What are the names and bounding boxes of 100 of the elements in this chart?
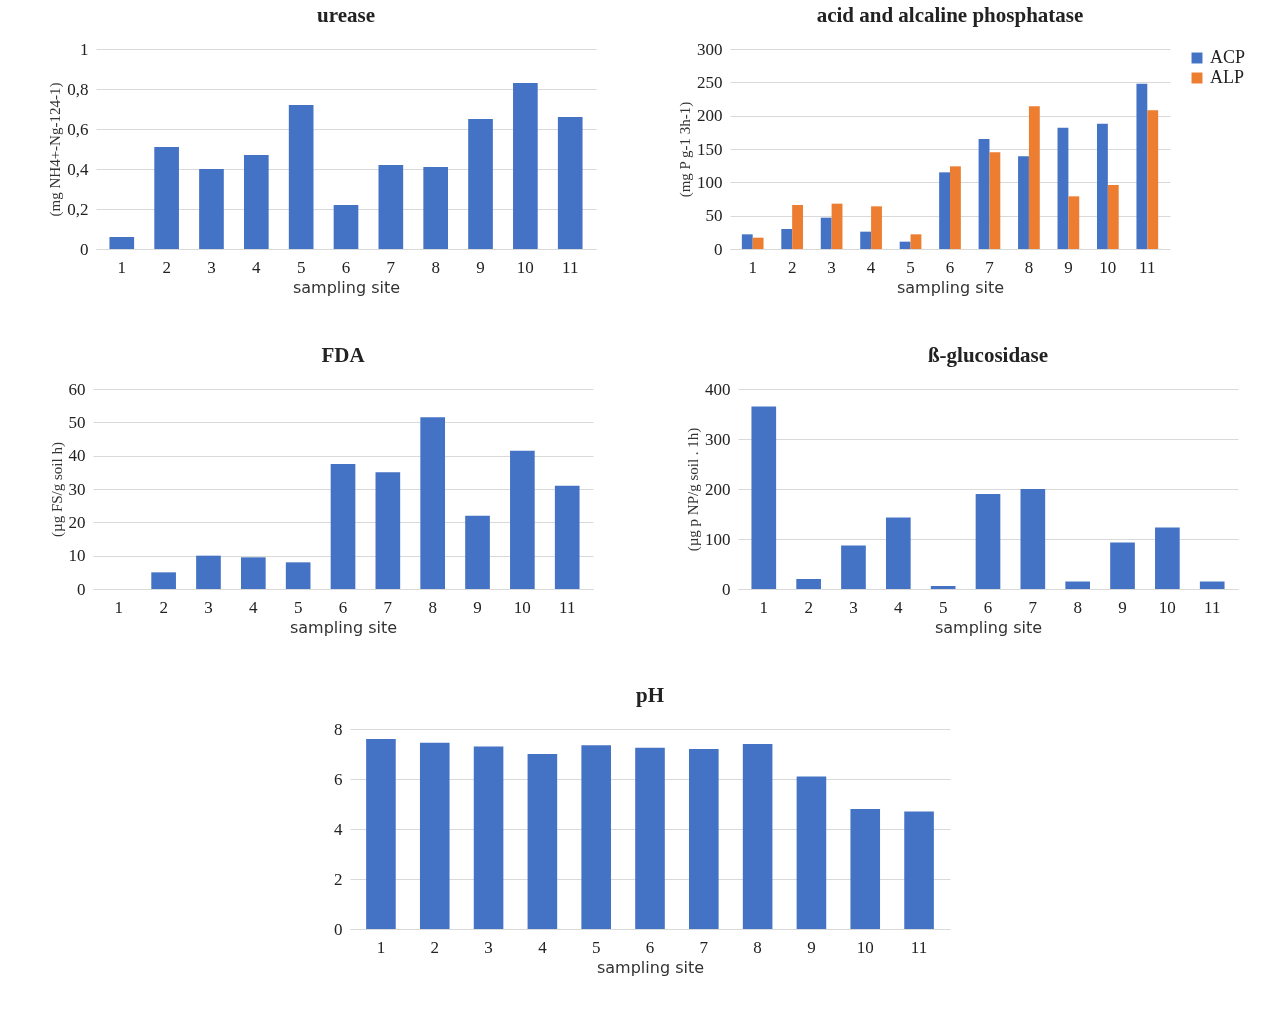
x-tick-label: 5 bbox=[591, 937, 600, 957]
bar bbox=[885, 517, 911, 589]
x-tick-label: 1 bbox=[376, 937, 385, 957]
x-tick-label: 4 bbox=[893, 597, 903, 617]
bar bbox=[375, 472, 401, 589]
bar bbox=[198, 169, 224, 249]
y-tick-label: 300 bbox=[696, 39, 722, 59]
chart-title: urease bbox=[316, 3, 375, 27]
y-axis-title: (µg FS/g soil h) bbox=[48, 442, 66, 537]
bar bbox=[196, 555, 221, 589]
bar bbox=[108, 237, 134, 249]
bar bbox=[557, 117, 583, 249]
bar bbox=[580, 745, 611, 929]
x-tick-label: 6 bbox=[945, 257, 954, 277]
bar bbox=[378, 165, 403, 249]
bar bbox=[1109, 542, 1135, 589]
y-tick-label: 4 bbox=[333, 819, 343, 839]
y-tick-label: 200 bbox=[696, 106, 722, 126]
bar bbox=[859, 231, 871, 249]
y-tick-label: 250 bbox=[696, 72, 722, 92]
x-tick-label: 2 bbox=[159, 597, 168, 617]
bar bbox=[512, 83, 538, 249]
y-tick-label: 50 bbox=[705, 206, 722, 226]
x-axis-title: sampling site bbox=[292, 277, 400, 297]
legend-label: ACP bbox=[1209, 47, 1245, 67]
bar bbox=[420, 417, 446, 589]
bar bbox=[240, 557, 266, 589]
x-tick-label: 9 bbox=[475, 257, 485, 277]
x-tick-label: 1 bbox=[114, 597, 124, 617]
y-tick-label: 0 bbox=[79, 239, 88, 259]
bar bbox=[422, 167, 448, 249]
chart-title: FDA bbox=[321, 343, 366, 367]
y-tick-label: 150 bbox=[696, 139, 722, 159]
y-tick-label: 300 bbox=[704, 429, 730, 449]
bar bbox=[1107, 185, 1119, 249]
y-tick-label: 0,8 bbox=[66, 79, 88, 99]
x-tick-label: 2 bbox=[803, 597, 813, 617]
x-tick-label: 9 bbox=[1117, 597, 1127, 617]
y-tick-label: 100 bbox=[696, 172, 722, 192]
x-axis-title: sampling site bbox=[934, 617, 1042, 637]
y-tick-label: 1 bbox=[79, 39, 88, 59]
y-tick-label: 60 bbox=[68, 379, 86, 399]
x-tick-label: 9 bbox=[1063, 257, 1073, 277]
y-tick-label: 10 bbox=[68, 546, 86, 566]
bar bbox=[285, 562, 311, 589]
bar bbox=[330, 464, 356, 589]
x-tick-label: 10 bbox=[513, 597, 531, 617]
chart-title: acid and alcaline phosphatase bbox=[816, 3, 1083, 27]
x-axis-title: sampling site bbox=[289, 617, 398, 637]
y-axis-title: (µg p NP/g soil . 1h) bbox=[684, 427, 702, 552]
x-tick-label: 8 bbox=[1024, 257, 1033, 277]
bar bbox=[741, 234, 753, 249]
x-tick-label: 10 bbox=[516, 257, 534, 277]
x-tick-label: 5 bbox=[293, 597, 303, 617]
bar bbox=[1199, 581, 1225, 589]
x-tick-label: 11 bbox=[559, 597, 576, 617]
bar bbox=[1135, 83, 1147, 249]
bar bbox=[243, 155, 269, 249]
bar bbox=[1067, 196, 1079, 249]
bar bbox=[791, 205, 803, 249]
bar bbox=[1096, 123, 1108, 249]
bar bbox=[870, 206, 882, 249]
bar bbox=[365, 739, 396, 929]
y-tick-label: 0,2 bbox=[66, 199, 88, 219]
bar bbox=[752, 237, 764, 249]
x-tick-label: 5 bbox=[296, 257, 305, 277]
bar bbox=[1017, 156, 1029, 249]
y-tick-label: 6 bbox=[333, 769, 342, 789]
x-tick-label: 3 bbox=[848, 597, 858, 617]
x-tick-label: 6 bbox=[983, 597, 992, 617]
bar bbox=[465, 515, 490, 589]
y-tick-label: 0,6 bbox=[66, 119, 88, 139]
bar bbox=[750, 406, 776, 589]
bar bbox=[1028, 106, 1040, 249]
x-tick-label: 3 bbox=[483, 937, 493, 957]
y-tick-label: 50 bbox=[68, 412, 86, 432]
x-tick-label: 1 bbox=[117, 257, 126, 277]
x-tick-label: 2 bbox=[161, 257, 171, 277]
x-tick-label: 11 bbox=[561, 257, 578, 277]
bar bbox=[333, 205, 358, 249]
bar bbox=[938, 172, 950, 249]
bar bbox=[1064, 581, 1090, 589]
bar bbox=[903, 811, 934, 929]
bar bbox=[949, 166, 961, 249]
x-tick-label: 4 bbox=[251, 257, 261, 277]
bar bbox=[1154, 527, 1180, 589]
y-tick-label: 0 bbox=[333, 919, 342, 939]
y-tick-label: 100 bbox=[704, 529, 730, 549]
x-tick-label: 1 bbox=[747, 257, 757, 277]
y-axis-title: (mg NH4+-Ng-124-1) bbox=[46, 82, 64, 217]
x-tick-label: 7 bbox=[383, 597, 393, 617]
x-tick-label: 5 bbox=[938, 597, 947, 617]
x-tick-label: 10 bbox=[1098, 257, 1116, 277]
bar bbox=[910, 234, 921, 249]
y-tick-label: 2 bbox=[333, 869, 342, 889]
x-tick-label: 6 bbox=[645, 937, 654, 957]
bar bbox=[975, 494, 1000, 589]
bar bbox=[978, 139, 989, 249]
bar bbox=[988, 152, 1000, 249]
x-tick-label: 2 bbox=[787, 257, 796, 277]
